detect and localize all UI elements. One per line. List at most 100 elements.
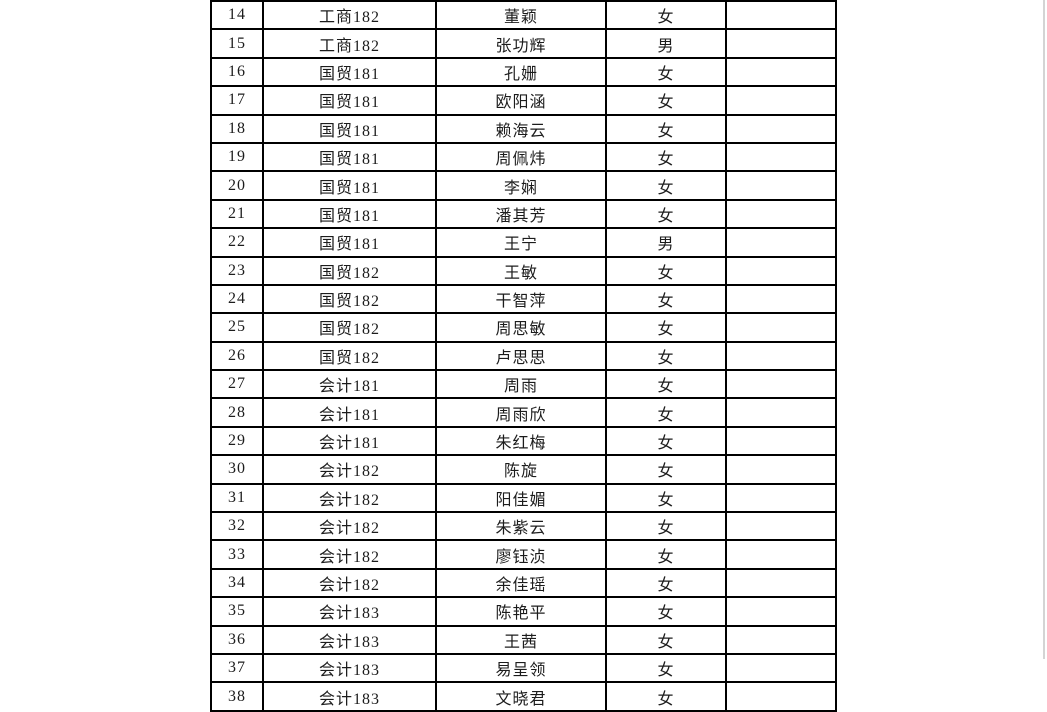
seq-cell[interactable]: 25 [210,312,264,343]
gender-cell[interactable]: 女 [605,596,727,627]
gender-cell[interactable]: 女 [605,567,727,599]
seq-cell[interactable]: 38 [210,681,264,712]
note-cell[interactable] [725,397,837,428]
name-cell[interactable]: 廖钰浈 [435,539,607,570]
note-cell[interactable] [725,511,837,542]
seq-cell[interactable]: 31 [210,482,264,514]
name-cell[interactable]: 欧阳涵 [435,85,607,116]
class-cell[interactable]: 会计183 [262,681,437,712]
gender-cell[interactable]: 女 [605,141,727,173]
note-cell[interactable] [725,567,837,599]
name-cell[interactable]: 文晓君 [435,681,607,712]
seq-cell[interactable]: 20 [210,170,264,201]
note-cell[interactable] [725,454,837,485]
seq-cell[interactable]: 28 [210,397,264,428]
class-cell[interactable]: 国贸182 [262,340,437,372]
note-cell[interactable] [725,170,837,201]
class-cell[interactable]: 会计182 [262,482,437,514]
seq-cell[interactable]: 36 [210,624,264,655]
class-cell[interactable]: 国贸181 [262,198,437,230]
gender-cell[interactable]: 女 [605,511,727,542]
name-cell[interactable]: 易呈领 [435,652,607,684]
gender-cell[interactable]: 女 [605,170,727,201]
seq-cell[interactable]: 24 [210,283,264,315]
seq-cell[interactable]: 26 [210,340,264,372]
note-cell[interactable] [725,255,837,286]
note-cell[interactable] [725,425,837,457]
name-cell[interactable]: 朱紫云 [435,511,607,542]
gender-cell[interactable]: 女 [605,482,727,514]
name-cell[interactable]: 赖海云 [435,113,607,144]
seq-cell[interactable]: 21 [210,198,264,230]
name-cell[interactable]: 李娴 [435,170,607,201]
class-cell[interactable]: 国贸182 [262,255,437,286]
name-cell[interactable]: 董颖 [435,0,607,31]
name-cell[interactable]: 孔姗 [435,56,607,88]
gender-cell[interactable]: 女 [605,198,727,230]
class-cell[interactable]: 国贸182 [262,283,437,315]
gender-cell[interactable]: 男 [605,28,727,59]
name-cell[interactable]: 潘其芳 [435,198,607,230]
class-cell[interactable]: 会计183 [262,624,437,655]
gender-cell[interactable]: 女 [605,0,727,31]
name-cell[interactable]: 卢思思 [435,340,607,372]
gender-cell[interactable]: 女 [605,312,727,343]
note-cell[interactable] [725,283,837,315]
note-cell[interactable] [725,227,837,258]
gender-cell[interactable]: 男 [605,227,727,258]
gender-cell[interactable]: 女 [605,113,727,144]
class-cell[interactable]: 会计182 [262,539,437,570]
name-cell[interactable]: 陈旋 [435,454,607,485]
class-cell[interactable]: 国贸181 [262,141,437,173]
class-cell[interactable]: 会计183 [262,652,437,684]
name-cell[interactable]: 余佳瑶 [435,567,607,599]
class-cell[interactable]: 工商182 [262,28,437,59]
seq-cell[interactable]: 35 [210,596,264,627]
gender-cell[interactable]: 女 [605,624,727,655]
seq-cell[interactable]: 34 [210,567,264,599]
seq-cell[interactable]: 32 [210,511,264,542]
note-cell[interactable] [725,482,837,514]
name-cell[interactable]: 朱红梅 [435,425,607,457]
seq-cell[interactable]: 37 [210,652,264,684]
class-cell[interactable]: 国贸181 [262,113,437,144]
note-cell[interactable] [725,85,837,116]
class-cell[interactable]: 会计183 [262,596,437,627]
seq-cell[interactable]: 19 [210,141,264,173]
seq-cell[interactable]: 33 [210,539,264,570]
class-cell[interactable]: 国贸181 [262,170,437,201]
gender-cell[interactable]: 女 [605,425,727,457]
class-cell[interactable]: 会计181 [262,369,437,400]
note-cell[interactable] [725,312,837,343]
gender-cell[interactable]: 女 [605,397,727,428]
seq-cell[interactable]: 15 [210,28,264,59]
note-cell[interactable] [725,198,837,230]
name-cell[interactable]: 干智萍 [435,283,607,315]
name-cell[interactable]: 陈艳平 [435,596,607,627]
seq-cell[interactable]: 22 [210,227,264,258]
gender-cell[interactable]: 女 [605,56,727,88]
name-cell[interactable]: 周思敏 [435,312,607,343]
class-cell[interactable]: 工商182 [262,0,437,31]
note-cell[interactable] [725,596,837,627]
note-cell[interactable] [725,28,837,59]
note-cell[interactable] [725,624,837,655]
note-cell[interactable] [725,141,837,173]
seq-cell[interactable]: 23 [210,255,264,286]
name-cell[interactable]: 王敏 [435,255,607,286]
note-cell[interactable] [725,340,837,372]
seq-cell[interactable]: 27 [210,369,264,400]
seq-cell[interactable]: 30 [210,454,264,485]
note-cell[interactable] [725,0,837,31]
seq-cell[interactable]: 16 [210,56,264,88]
class-cell[interactable]: 国贸181 [262,227,437,258]
class-cell[interactable]: 会计181 [262,425,437,457]
name-cell[interactable]: 王茜 [435,624,607,655]
name-cell[interactable]: 王宁 [435,227,607,258]
note-cell[interactable] [725,56,837,88]
class-cell[interactable]: 会计182 [262,454,437,485]
note-cell[interactable] [725,369,837,400]
class-cell[interactable]: 会计182 [262,567,437,599]
gender-cell[interactable]: 女 [605,369,727,400]
note-cell[interactable] [725,539,837,570]
